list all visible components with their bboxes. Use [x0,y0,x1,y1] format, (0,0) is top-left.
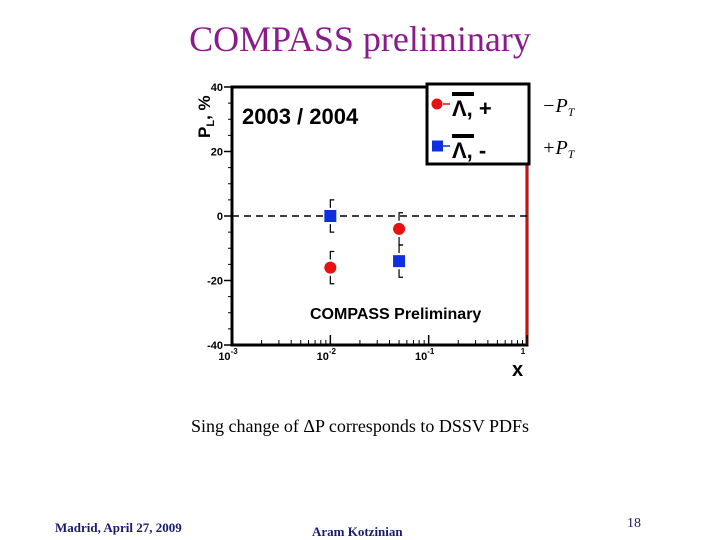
slide-title: COMPASS preliminary [189,19,531,59]
y-axis-label: PL, % [195,95,217,138]
legend-box [425,82,531,166]
x-axis-label: x [512,359,523,381]
data-point-circle [393,222,406,235]
y-axis-label-sub: L [205,120,217,127]
x-tick-label-exponent: 1 [521,347,526,356]
x-tick-label: 10-2 [317,347,337,363]
legend-side-label: +PT [542,137,576,161]
legend: Λ, + −PTΛ, - +PT [425,82,576,166]
legend-side-label-sub: T [568,147,576,161]
y-axis-label-main: P [195,127,214,138]
x-tick-label-mantissa: 10 [218,351,230,363]
y-tick-label: 20 [211,147,223,159]
x-tick-label-exponent: -1 [427,347,435,356]
data-point-circle [324,261,337,274]
x-tick-label: 10-3 [218,347,238,363]
y-tick-label: -20 [207,276,223,288]
y-tick-label: 0 [217,211,223,223]
x-tick-label-mantissa: 10 [415,351,427,363]
legend-side-label-main: −P [542,95,568,117]
page-number: 18 [627,516,641,531]
data-point-square [393,255,406,268]
chart-annotation: COMPASS Preliminary [310,306,481,323]
footer-date-location: Madrid, April 27, 2009 [55,520,182,535]
y-axis-label-unit: , % [195,95,214,120]
error-bar [329,199,335,233]
x-tick-label-mantissa: 10 [317,351,329,363]
legend-side-label: −PT [542,95,576,119]
x-tick-label: 1 [521,347,526,356]
legend-marker-square [432,140,443,152]
error-bar [398,244,404,278]
footer-author: Aram Kotzinian [312,524,403,539]
x-tick-label: 10-1 [415,347,435,363]
chart-title: 2003 / 2004 [242,104,359,129]
legend-entry-label: Λ, + [452,96,492,121]
y-tick-label: 40 [211,82,223,94]
x-tick-label-exponent: -3 [231,347,239,356]
y-tick-label: -40 [207,340,223,352]
x-tick-label-exponent: -2 [329,347,337,356]
legend-side-label-main: +P [542,137,568,159]
error-bar [329,250,335,285]
data-point-square [324,210,337,222]
slide-caption: Sing change of ΔP corresponds to DSSV PD… [190,416,530,436]
legend-side-label-sub: T [568,105,576,119]
legend-entry-label: Λ, - [452,138,486,163]
legend-marker-circle [431,98,443,110]
